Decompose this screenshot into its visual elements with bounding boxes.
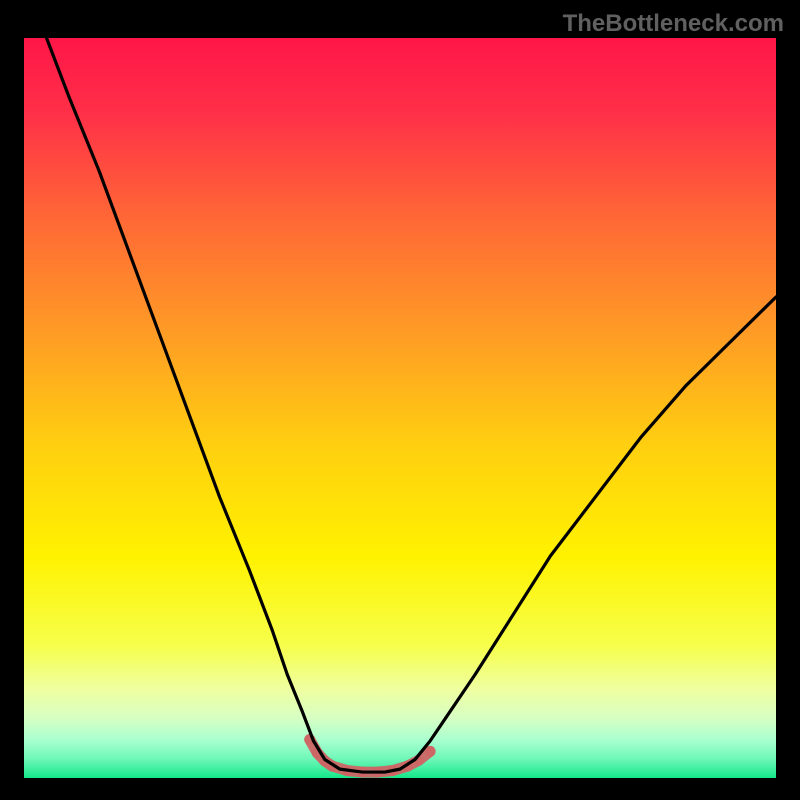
chart-stage: TheBottleneck.com [0,0,800,800]
watermark-text: TheBottleneck.com [563,10,784,38]
bottleneck-curve-chart [0,0,800,800]
gradient-background [24,38,776,778]
plot-area [24,38,776,778]
